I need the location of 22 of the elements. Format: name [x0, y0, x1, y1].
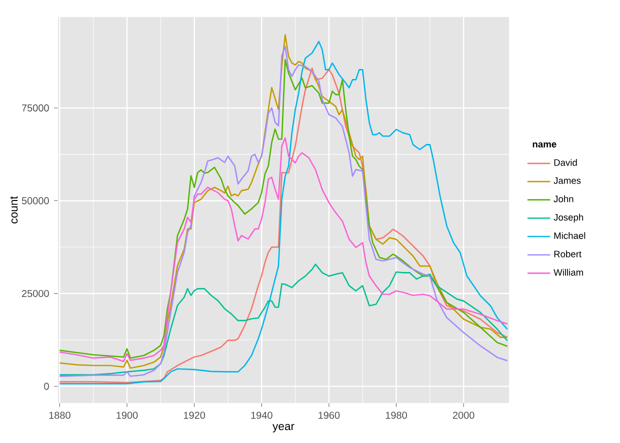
x-tick-label: 1920	[184, 412, 206, 419]
x-tick-label: 1980	[386, 412, 407, 419]
legend-label: Joseph	[554, 214, 584, 222]
x-tick-label: 1940	[251, 412, 272, 419]
legend-label: William	[554, 268, 584, 276]
x-tick-label: 1880	[49, 412, 70, 419]
x-tick-label: 1960	[318, 412, 340, 419]
y-axis-title: count	[10, 196, 18, 224]
x-tick-label: 1900	[116, 412, 138, 419]
legend-label: Robert	[554, 250, 582, 258]
line-series	[59, 137, 508, 362]
legend-label: David	[554, 159, 577, 166]
legend-label: James	[554, 177, 581, 184]
x-axis-title: year	[272, 424, 294, 432]
legend-title: name	[532, 142, 556, 148]
y-tick-label: 75000	[22, 104, 49, 112]
x-tick-label: 2000	[452, 412, 474, 419]
y-tick-label: 0	[44, 382, 49, 390]
y-tick-label: 50000	[22, 197, 49, 204]
legend-label: John	[554, 195, 574, 202]
legend-label: Michael	[554, 232, 586, 239]
y-tick-label: 25000	[22, 290, 49, 298]
